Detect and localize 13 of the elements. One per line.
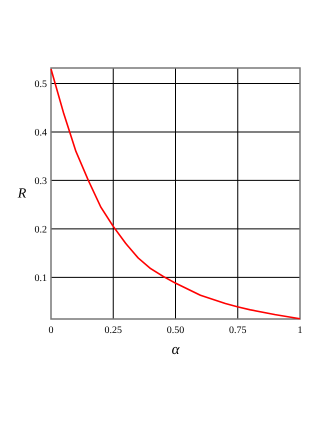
y-tick-label: 0.2 <box>34 224 47 236</box>
x-tick-label: 0.25 <box>104 325 122 336</box>
y-tick-label: 0.3 <box>34 176 47 187</box>
x-tick-label: 0.75 <box>229 325 246 336</box>
y-axis-title: R <box>16 186 27 202</box>
x-axis-title: α <box>172 342 181 358</box>
x-tick-label: 1 <box>298 325 302 336</box>
line-series <box>50 68 301 320</box>
y-tick-label: 0.1 <box>34 272 47 284</box>
y-tick-label: 0.4 <box>34 127 47 138</box>
x-tick-label: 0 <box>48 325 54 336</box>
y-tick-label: 0.5 <box>34 79 47 90</box>
x-tick-label: 0.50 <box>166 325 184 336</box>
